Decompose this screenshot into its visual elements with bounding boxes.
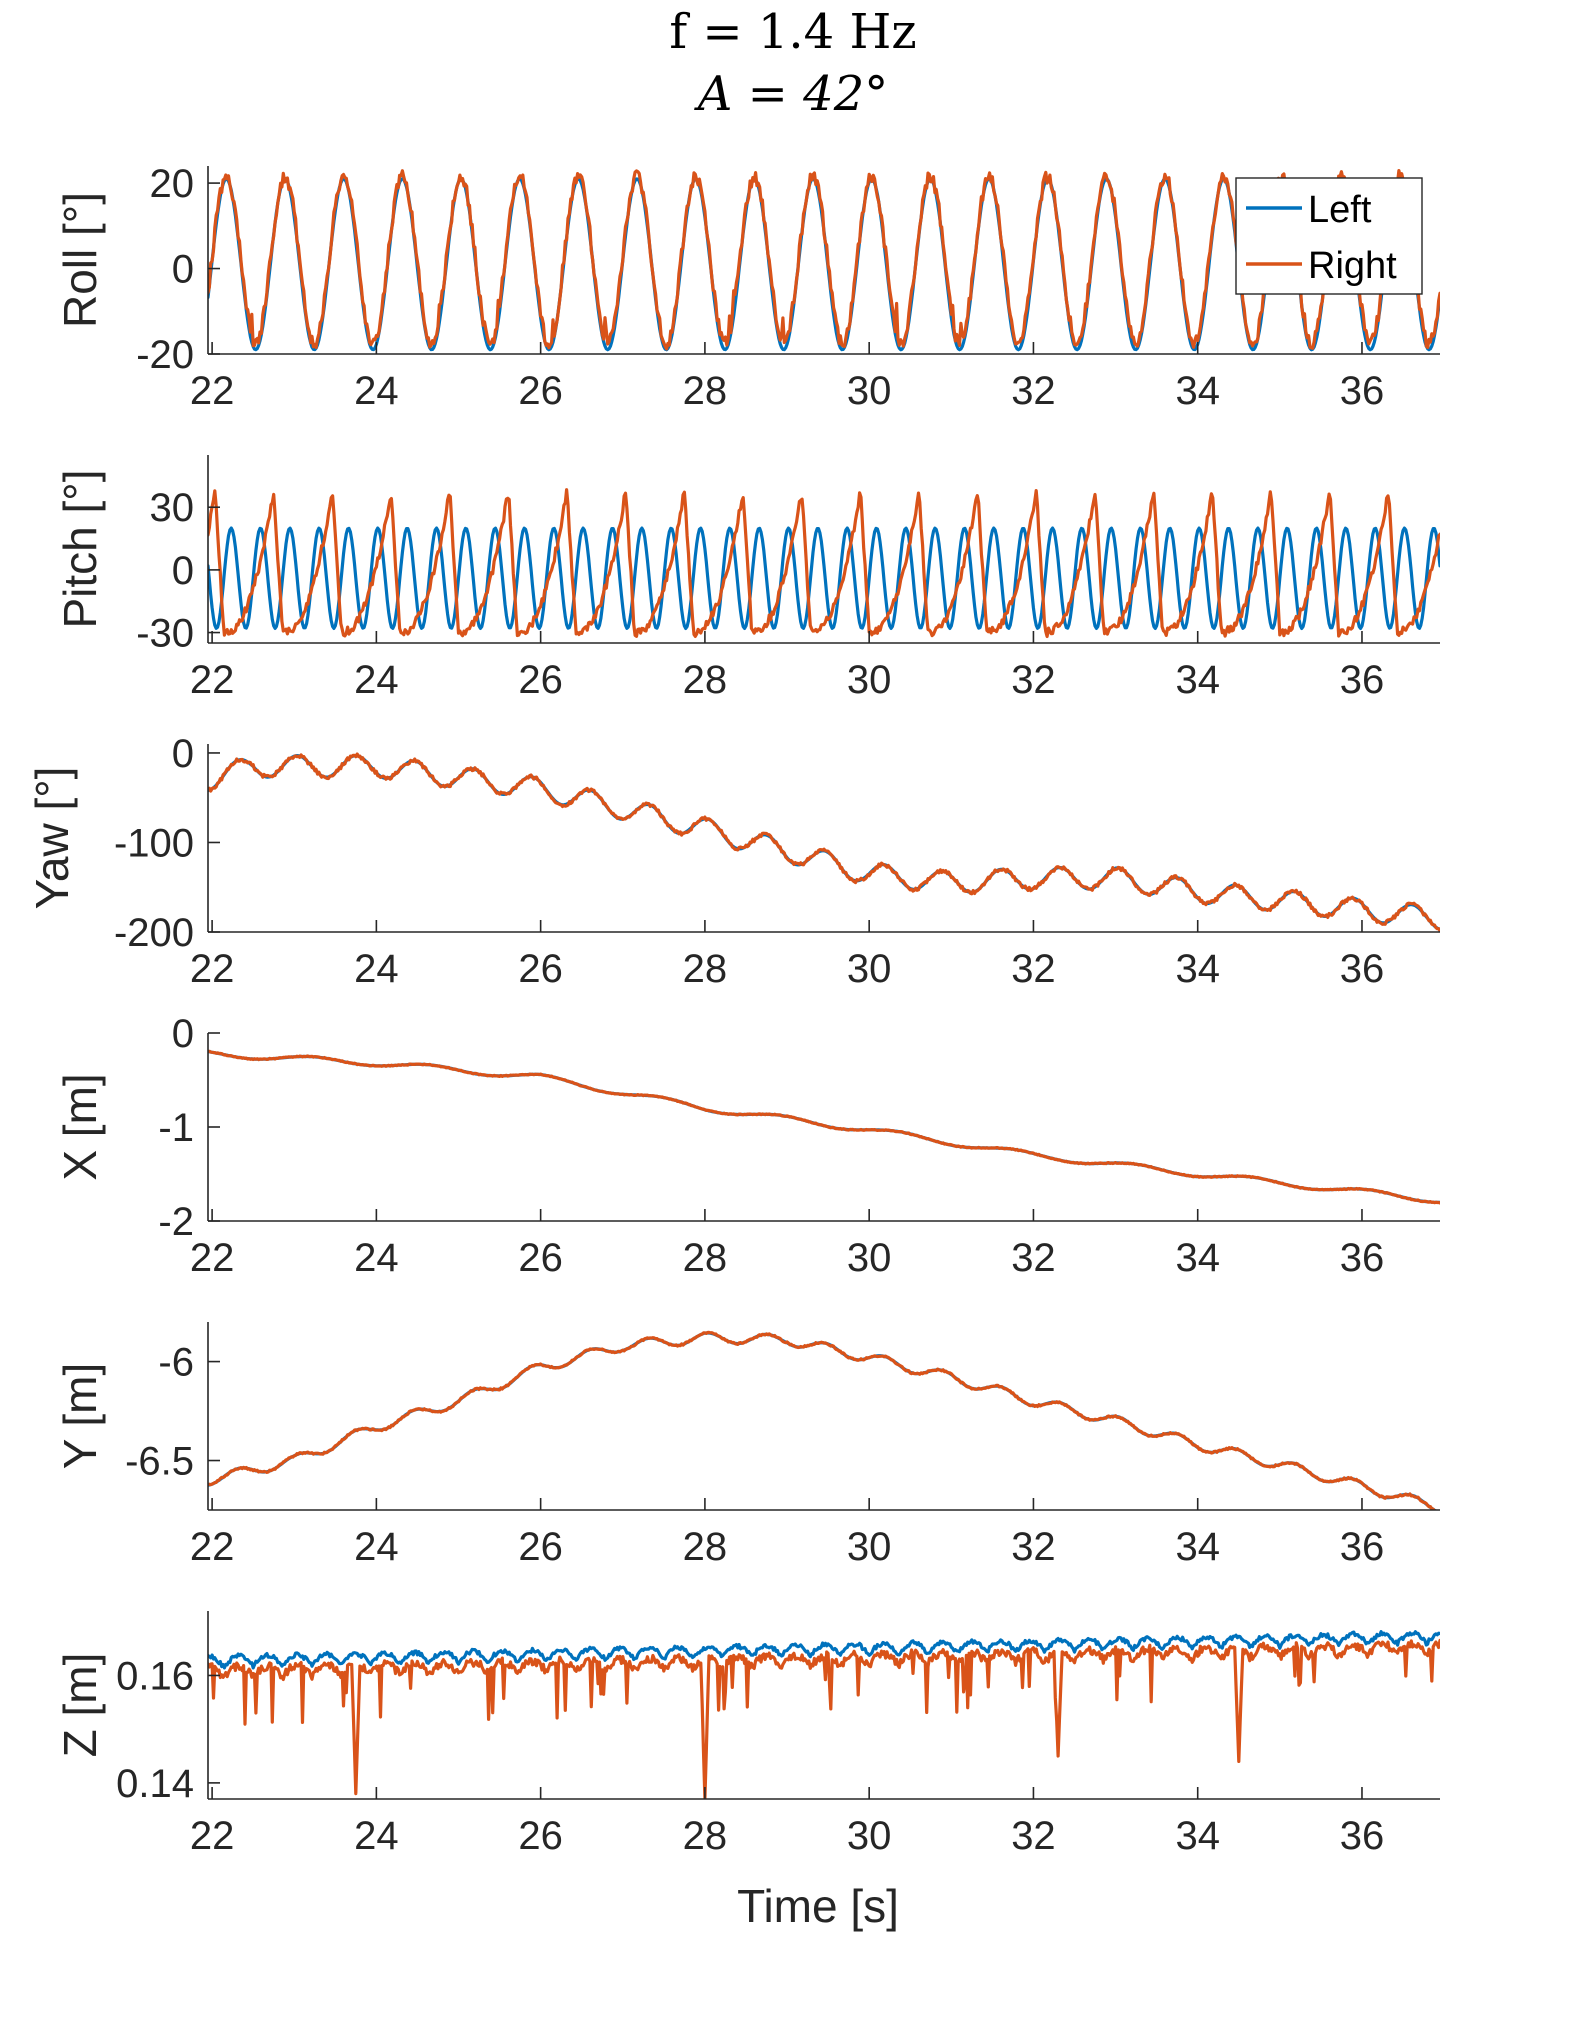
roll-y-tick-label: 0 — [172, 248, 194, 292]
yaw-x-tick-label: 26 — [518, 947, 563, 991]
z-y-tick-label: 0.14 — [116, 1762, 194, 1806]
yaw-y-axis-label: Yaw [°] — [26, 767, 78, 910]
roll-x-tick-label: 26 — [518, 369, 563, 413]
z-y-axis-label: Z [m] — [54, 1653, 106, 1758]
y-x-tick-label: 26 — [518, 1525, 563, 1569]
roll-y-tick-label: -20 — [136, 333, 194, 377]
pitch-x-tick-label: 32 — [1011, 658, 1056, 702]
y-series-left — [208, 1331, 1438, 1510]
legend-label-right: Right — [1308, 245, 1397, 287]
x-x-tick-label: 34 — [1175, 1236, 1220, 1280]
z-x-tick-label: 24 — [354, 1814, 399, 1858]
roll-x-tick-label: 36 — [1340, 369, 1385, 413]
yaw-x-tick-label: 34 — [1175, 947, 1220, 991]
roll-x-tick-label: 24 — [354, 369, 399, 413]
x-y-tick-label: -2 — [158, 1200, 194, 1244]
subplot-y: 22 24 26 28 30 32 34 36 -6.5 -6 Y [m] — [54, 1322, 1440, 1569]
chart-title-line-1: f = 1.4 Hz — [669, 4, 916, 60]
x-x-tick-label: 26 — [518, 1236, 563, 1280]
pitch-x-tick-label: 24 — [354, 658, 399, 702]
yaw-y-tick-label: 0 — [172, 732, 194, 776]
x-series-right — [208, 1049, 1440, 1205]
pitch-series-left — [208, 526, 1440, 630]
y-x-tick-label: 36 — [1340, 1525, 1385, 1569]
yaw-x-tick-label: 32 — [1011, 947, 1056, 991]
pitch-x-tick-label: 26 — [518, 658, 563, 702]
pitch-x-tick-label: 36 — [1340, 658, 1385, 702]
yaw-series-right — [208, 752, 1440, 932]
legend: Left Right — [1235, 177, 1423, 295]
y-y-tick-label: -6 — [158, 1341, 194, 1385]
x-x-tick-label: 24 — [354, 1236, 399, 1280]
yaw-x-tick-label: 28 — [683, 947, 728, 991]
subplot-yaw: 22 24 26 28 30 32 34 36 -200 -100 0 Yaw [°] — [26, 732, 1440, 991]
legend-box — [1235, 177, 1423, 295]
x-x-tick-label: 28 — [683, 1236, 728, 1280]
yaw-x-tick-label: 22 — [190, 947, 235, 991]
x-axis-label: Time [s] — [737, 1880, 899, 1932]
z-y-tick-label: 0.16 — [116, 1654, 194, 1698]
pitch-y-tick-label: 0 — [172, 549, 194, 593]
pitch-y-tick-label: -30 — [136, 612, 194, 656]
yaw-x-tick-label: 36 — [1340, 947, 1385, 991]
y-x-tick-label: 30 — [847, 1525, 892, 1569]
z-x-tick-label: 32 — [1011, 1814, 1056, 1858]
roll-y-axis-label: Roll [°] — [54, 192, 106, 328]
roll-x-tick-label: 28 — [683, 369, 728, 413]
roll-x-tick-label: 22 — [190, 369, 235, 413]
y-y-axis-label: Y [m] — [54, 1363, 106, 1470]
z-series-right — [208, 1638, 1440, 1799]
pitch-x-tick-label: 34 — [1175, 658, 1220, 702]
subplot-x: 22 24 26 28 30 32 34 36 -2 -1 0 X [m] — [54, 1012, 1440, 1280]
subplot-pitch: 22 24 26 28 30 32 34 36 -30 0 30 Pitch [°] — [54, 455, 1440, 702]
roll-y-tick-label: 20 — [150, 162, 195, 206]
roll-x-tick-label: 34 — [1175, 369, 1220, 413]
y-x-tick-label: 22 — [190, 1525, 235, 1569]
pitch-series-right — [208, 488, 1440, 639]
z-x-tick-label: 28 — [683, 1814, 728, 1858]
roll-x-tick-label: 30 — [847, 369, 892, 413]
x-x-tick-label: 36 — [1340, 1236, 1385, 1280]
z-x-tick-label: 22 — [190, 1814, 235, 1858]
legend-label-left: Left — [1308, 189, 1372, 231]
pitch-x-tick-label: 22 — [190, 658, 235, 702]
y-x-tick-label: 32 — [1011, 1525, 1056, 1569]
y-y-tick-label: -6.5 — [125, 1440, 194, 1484]
z-x-tick-label: 36 — [1340, 1814, 1385, 1858]
z-x-tick-label: 30 — [847, 1814, 892, 1858]
x-x-tick-label: 30 — [847, 1236, 892, 1280]
y-series-right — [208, 1330, 1438, 1510]
x-y-axis-label: X [m] — [54, 1073, 106, 1180]
pitch-y-tick-label: 30 — [150, 486, 195, 530]
pitch-y-axis-label: Pitch [°] — [54, 469, 106, 628]
pitch-x-tick-label: 30 — [847, 658, 892, 702]
yaw-x-tick-label: 30 — [847, 947, 892, 991]
yaw-y-tick-label: -100 — [114, 821, 194, 865]
z-x-tick-label: 34 — [1175, 1814, 1220, 1858]
y-x-tick-label: 28 — [683, 1525, 728, 1569]
subplot-z: 22 24 26 28 30 32 34 36 0.14 0.16Z [m] — [54, 1611, 1440, 1858]
yaw-y-tick-label: -200 — [114, 911, 194, 955]
roll-series-right — [208, 169, 1440, 351]
y-x-tick-label: 24 — [354, 1525, 399, 1569]
yaw-x-tick-label: 24 — [354, 947, 399, 991]
pitch-x-tick-label: 28 — [683, 658, 728, 702]
x-x-tick-label: 22 — [190, 1236, 235, 1280]
roll-x-tick-label: 32 — [1011, 369, 1056, 413]
x-y-tick-label: 0 — [172, 1012, 194, 1056]
x-x-tick-label: 32 — [1011, 1236, 1056, 1280]
y-x-tick-label: 34 — [1175, 1525, 1220, 1569]
z-x-tick-label: 26 — [518, 1814, 563, 1858]
subplot-roll: 22 24 26 28 30 32 34 36 -20 0 20 Roll [°] — [54, 162, 1440, 413]
chart-title-line-2: A = 42° — [694, 66, 888, 122]
z-series-left — [208, 1630, 1440, 1670]
x-y-tick-label: -1 — [158, 1106, 194, 1150]
